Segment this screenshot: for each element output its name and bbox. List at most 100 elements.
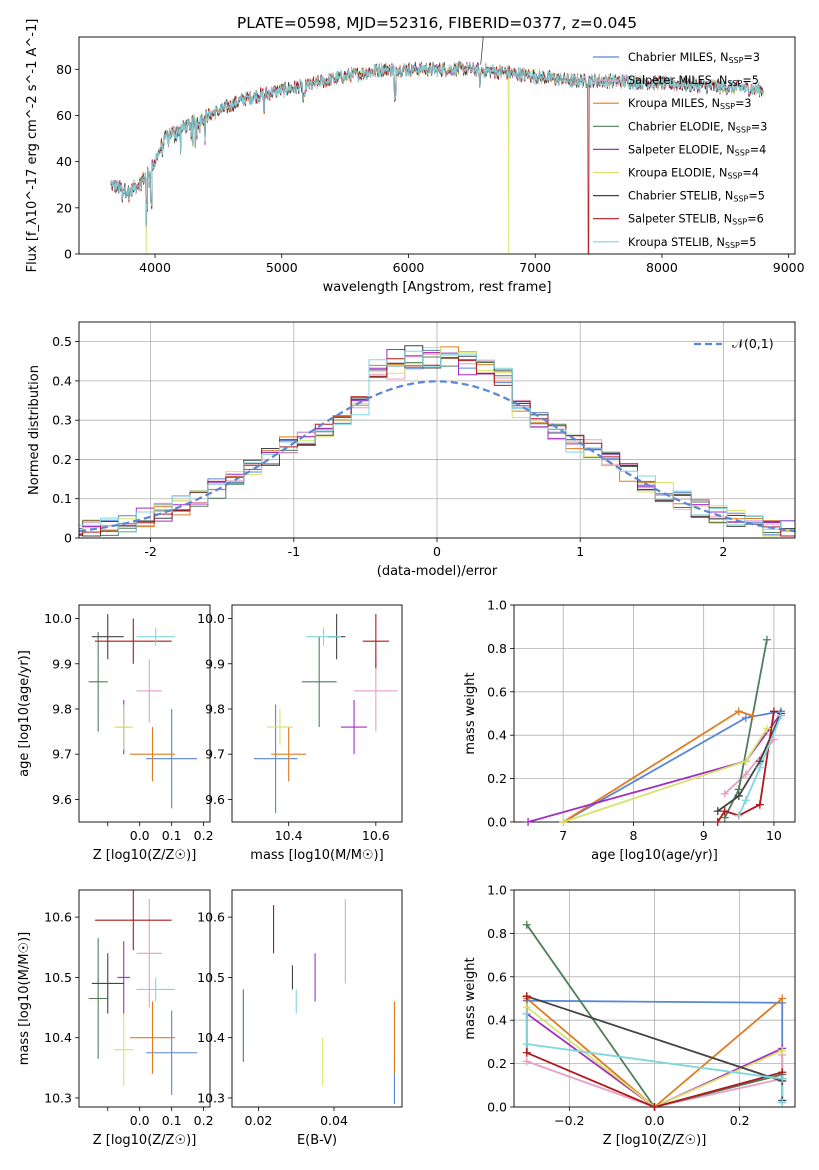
weight-vs-age-panel-marker-2-1 [734,707,743,716]
age-vs-metallicity-panel-ytick-label: 9.8 [52,701,72,716]
spectrum-line-8 [110,61,764,228]
weight-vs-metallicity-panel-ytick-label: 1.0 [487,883,507,898]
residual-histogram-panel-ytick-label: 0.2 [52,452,72,467]
weight-vs-age-panel-marker-1-0 [720,789,729,798]
weight-vs-age-panel-ytick-label: 0.4 [487,728,507,743]
spectrum-panel-ylabel: Flux [f_λ10^-17 erg cm^-2 s^-1 A^-1] [25,19,40,273]
weight-vs-age-panel-marker-7-4 [769,707,778,716]
legend-label-2: Kroupa MILES, NSSP=3 [628,97,752,111]
age-vs-mass-panel-frame [231,604,403,823]
age-vs-mass-panel-ytick-label: 9.7 [205,747,225,762]
mass-vs-metallicity-panel-ylabel: mass [log10(M/M☉)] [17,932,32,1065]
histogram-6 [79,345,795,537]
mass-vs-ebv-panel-xtick-label: 0.04 [320,1113,348,1128]
weight-vs-age-panel-marker-8-3 [776,711,785,720]
weight-vs-age-panel-marker-7-1 [720,807,729,816]
spectrum-panel-xtick-label: 5000 [266,260,298,275]
mass-vs-metallicity-panel-ytick-label: 10.4 [44,1030,72,1045]
weight-vs-age-panel-marker-4-0 [524,818,533,826]
residual-histogram-panel-ytick-label: 0.1 [52,491,72,506]
weight-vs-age-panel-ytick-label: 0.2 [487,771,507,786]
age-vs-metallicity-panel-ytick-label: 9.6 [52,792,72,807]
spectrum-panel-xtick-label: 9000 [773,260,805,275]
weight-vs-metallicity-panel-ytick-label: 0.8 [487,926,507,941]
weight-vs-age-panel: 7 8 9 10 0.0 0.2 0.4 0.6 0.8 1.0 age [log10(age/yr… [463,598,796,863]
mass-vs-ebv-panel-ytick-label: 10.5 [197,970,225,985]
legend-label-0: Chabrier MILES, NSSP=3 [628,51,760,65]
spectrum-panel-xtick-label: 7000 [519,260,551,275]
spectrum-panel-ytick-label: 80 [56,62,72,77]
weight-vs-metallicity-panel-marker-7-2 [650,1103,659,1111]
legend-label-7: Salpeter STELIB, NSSP=6 [628,213,764,227]
age-vs-metallicity-panel-frame [78,604,211,823]
age-vs-metallicity-panel-xtick-label: 0.2 [194,828,214,843]
mass-vs-ebv-panel-xtick-label: 0.02 [245,1113,273,1128]
mass-vs-ebv-panel-frame [231,889,403,1108]
weight-vs-metallicity-panel-marker-7-1 [522,1048,531,1057]
weight-vs-metallicity-panel-ytick-label: 0.0 [487,1100,507,1115]
weight-vs-age-panel-marker-5-0 [559,818,568,826]
residual-histogram-panel-xtick-label: 0 [433,544,441,559]
weight-vs-age-panel-marker-6-0 [713,807,722,816]
age-vs-metallicity-panel-plot-area [88,614,198,809]
weight-vs-age-panel-marker-5-2 [762,724,771,733]
weight-vs-age-panel-xtick-label: 8 [629,828,637,843]
mass-vs-metallicity-panel-ytick-label: 10.6 [44,910,72,925]
age-vs-mass-panel-ytick-label: 10.0 [197,611,225,626]
age-vs-metallicity-panel-xlabel: Z [log10(Z/Z☉)] [93,848,197,863]
weight-vs-metallicity-panel-xtick-label: 0.2 [730,1113,750,1128]
weight-vs-age-panel-marker-6-1 [734,791,743,800]
weight-vs-metallicity-panel-line-1 [526,1054,784,1107]
weight-vs-age-panel-ytick-label: 0.8 [487,641,507,656]
normal-legend-label: 𝒩(0,1) [732,336,774,351]
age-vs-metallicity-panel-xtick-label: 0.0 [130,828,150,843]
weight-vs-age-panel-marker-2-2 [748,711,757,720]
mass-vs-metallicity-panel-plot-area [88,890,198,1095]
weight-vs-age-panel-ytick-label: 0.6 [487,684,507,699]
spectrum-panel-xtick-label: 8000 [646,260,678,275]
weight-vs-metallicity-panel-line-4 [526,1012,783,1107]
weight-vs-age-panel-marker-1-2 [769,735,778,744]
age-vs-metallicity-panel: 0.0 0.1 0.2 9.6 9.7 9.8 9.9 10.0 Z [log10(Z/Z☉)]… [17,604,214,863]
weight-vs-age-panel-ytick-label: 1.0 [487,598,507,613]
weight-vs-metallicity-panel-ytick-label: 0.2 [487,1056,507,1071]
spectrum-panel-xtick-label: 4000 [139,260,171,275]
weight-vs-age-panel-xtick-label: 7 [559,828,567,843]
weight-vs-metallicity-panel-marker-7-0 [522,992,531,1001]
age-vs-metallicity-panel-xtick-label: 0.1 [162,828,182,843]
spectrum-panel-ytick-label: 40 [56,154,72,169]
weight-vs-age-panel-marker-8-0 [734,811,743,820]
weight-vs-metallicity-panel-marker-2-2 [778,994,787,1003]
spectrum-panel-ytick-label: 60 [56,108,72,123]
residual-histogram-panel-xtick-label: -2 [144,544,156,559]
weight-vs-age-panel-plot-area [527,639,782,822]
residual-histogram-panel-xtick-label: -1 [288,544,300,559]
weight-vs-metallicity-panel-marker-5-2 [778,1046,787,1055]
age-vs-metallicity-panel-ytick-label: 10.0 [44,611,72,626]
legend-label-3: Chabrier ELODIE, NSSP=3 [628,120,767,134]
age-vs-mass-panel-ytick-label: 9.6 [205,792,225,807]
weight-vs-metallicity-panel-marker-8-1 [522,1040,531,1049]
legend-label-1: Salpeter MILES, NSSP=5 [628,74,759,88]
weight-vs-metallicity-panel-line-5 [526,1006,783,1107]
age-vs-metallicity-panel-ylabel: age [log10(age/yr)] [17,650,32,777]
weight-vs-age-panel-marker-5-1 [741,757,750,766]
weight-vs-age-panel-line-5 [562,728,768,822]
weight-vs-age-panel-frame [513,604,796,823]
mass-vs-ebv-panel-ytick-label: 10.3 [197,1090,225,1105]
spectrum-legend: Chabrier MILES, NSSP=3 Salpeter MILES, NS… [593,51,767,250]
weight-vs-metallicity-panel-line-3 [526,924,783,1107]
legend-label-4: Salpeter ELODIE, NSSP=4 [628,143,766,157]
mass-vs-metallicity-panel-ytick-label: 10.5 [44,970,72,985]
mass-vs-ebv-panel-ytick-label: 10.6 [197,910,225,925]
spectrum-panel-xlabel: wavelength [Angstrom, rest frame] [323,280,552,295]
weight-vs-age-panel-marker-8-2 [755,763,764,772]
weight-vs-age-panel-ytick-label: 0.0 [487,815,507,830]
weight-vs-age-panel-marker-8-1 [741,796,750,805]
spectrum-title: PLATE=0598, MJD=52316, FIBERID=0377, z=0… [237,14,637,32]
weight-vs-age-panel-xtick-label: 10 [766,828,782,843]
age-vs-mass-panel-xtick-label: 10.6 [362,828,390,843]
weight-vs-metallicity-panel-xtick-label: 0.0 [645,1113,665,1128]
residual-histogram-panel-xtick-label: 2 [719,544,727,559]
